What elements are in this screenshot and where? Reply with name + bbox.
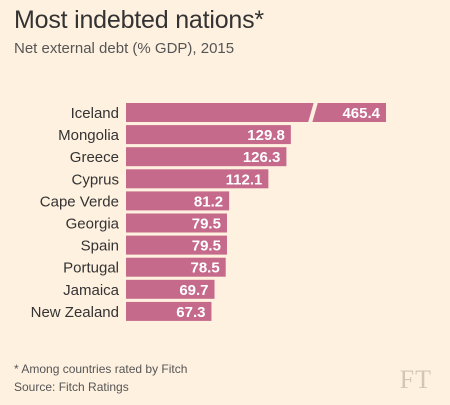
value-label: 79.5 — [192, 238, 221, 255]
bar-georgia — [126, 213, 227, 233]
category-label: Iceland — [71, 105, 119, 122]
value-label: 69.7 — [179, 282, 208, 299]
value-label: 126.3 — [243, 149, 281, 166]
bar-jamaica — [126, 279, 215, 299]
value-label: 81.2 — [194, 193, 223, 210]
bar-cyprus — [126, 169, 269, 189]
category-label: Spain — [81, 238, 119, 255]
chart-title: Most indebted nations* — [14, 6, 264, 34]
bars-layer: Iceland 465.4 Mongolia 129.8 Greece 126.3 Cypr… — [31, 101, 386, 321]
bar-greece — [126, 147, 287, 167]
bar-mongolia — [126, 125, 291, 145]
value-label: 78.5 — [190, 260, 219, 277]
source-note: Source: Fitch Ratings — [14, 380, 129, 394]
ft-logo: FT — [399, 365, 432, 394]
category-label: Cyprus — [71, 171, 119, 188]
category-label: Jamaica — [63, 282, 120, 299]
category-label: New Zealand — [31, 304, 119, 321]
value-label: 67.3 — [176, 304, 205, 321]
bar-iceland — [126, 103, 386, 122]
value-label: 112.1 — [226, 171, 263, 188]
chart-subtitle: Net external debt (% GDP), 2015 — [14, 40, 235, 57]
footnote: * Among countries rated by Fitch — [14, 362, 188, 376]
category-label: Georgia — [66, 216, 120, 233]
bar-portugal — [126, 257, 226, 277]
axis-break-mark — [308, 101, 318, 124]
value-label: 129.8 — [247, 127, 285, 144]
bar-spain — [126, 235, 227, 255]
category-label: Greece — [70, 149, 119, 166]
bar-new-zealand — [126, 301, 212, 321]
value-label: 79.5 — [192, 216, 221, 233]
value-label: 465.4 — [342, 105, 380, 122]
bar-cape-verde — [126, 191, 230, 211]
category-label: Mongolia — [58, 127, 120, 144]
category-label: Cape Verde — [40, 193, 119, 210]
category-label: Portugal — [63, 260, 119, 277]
